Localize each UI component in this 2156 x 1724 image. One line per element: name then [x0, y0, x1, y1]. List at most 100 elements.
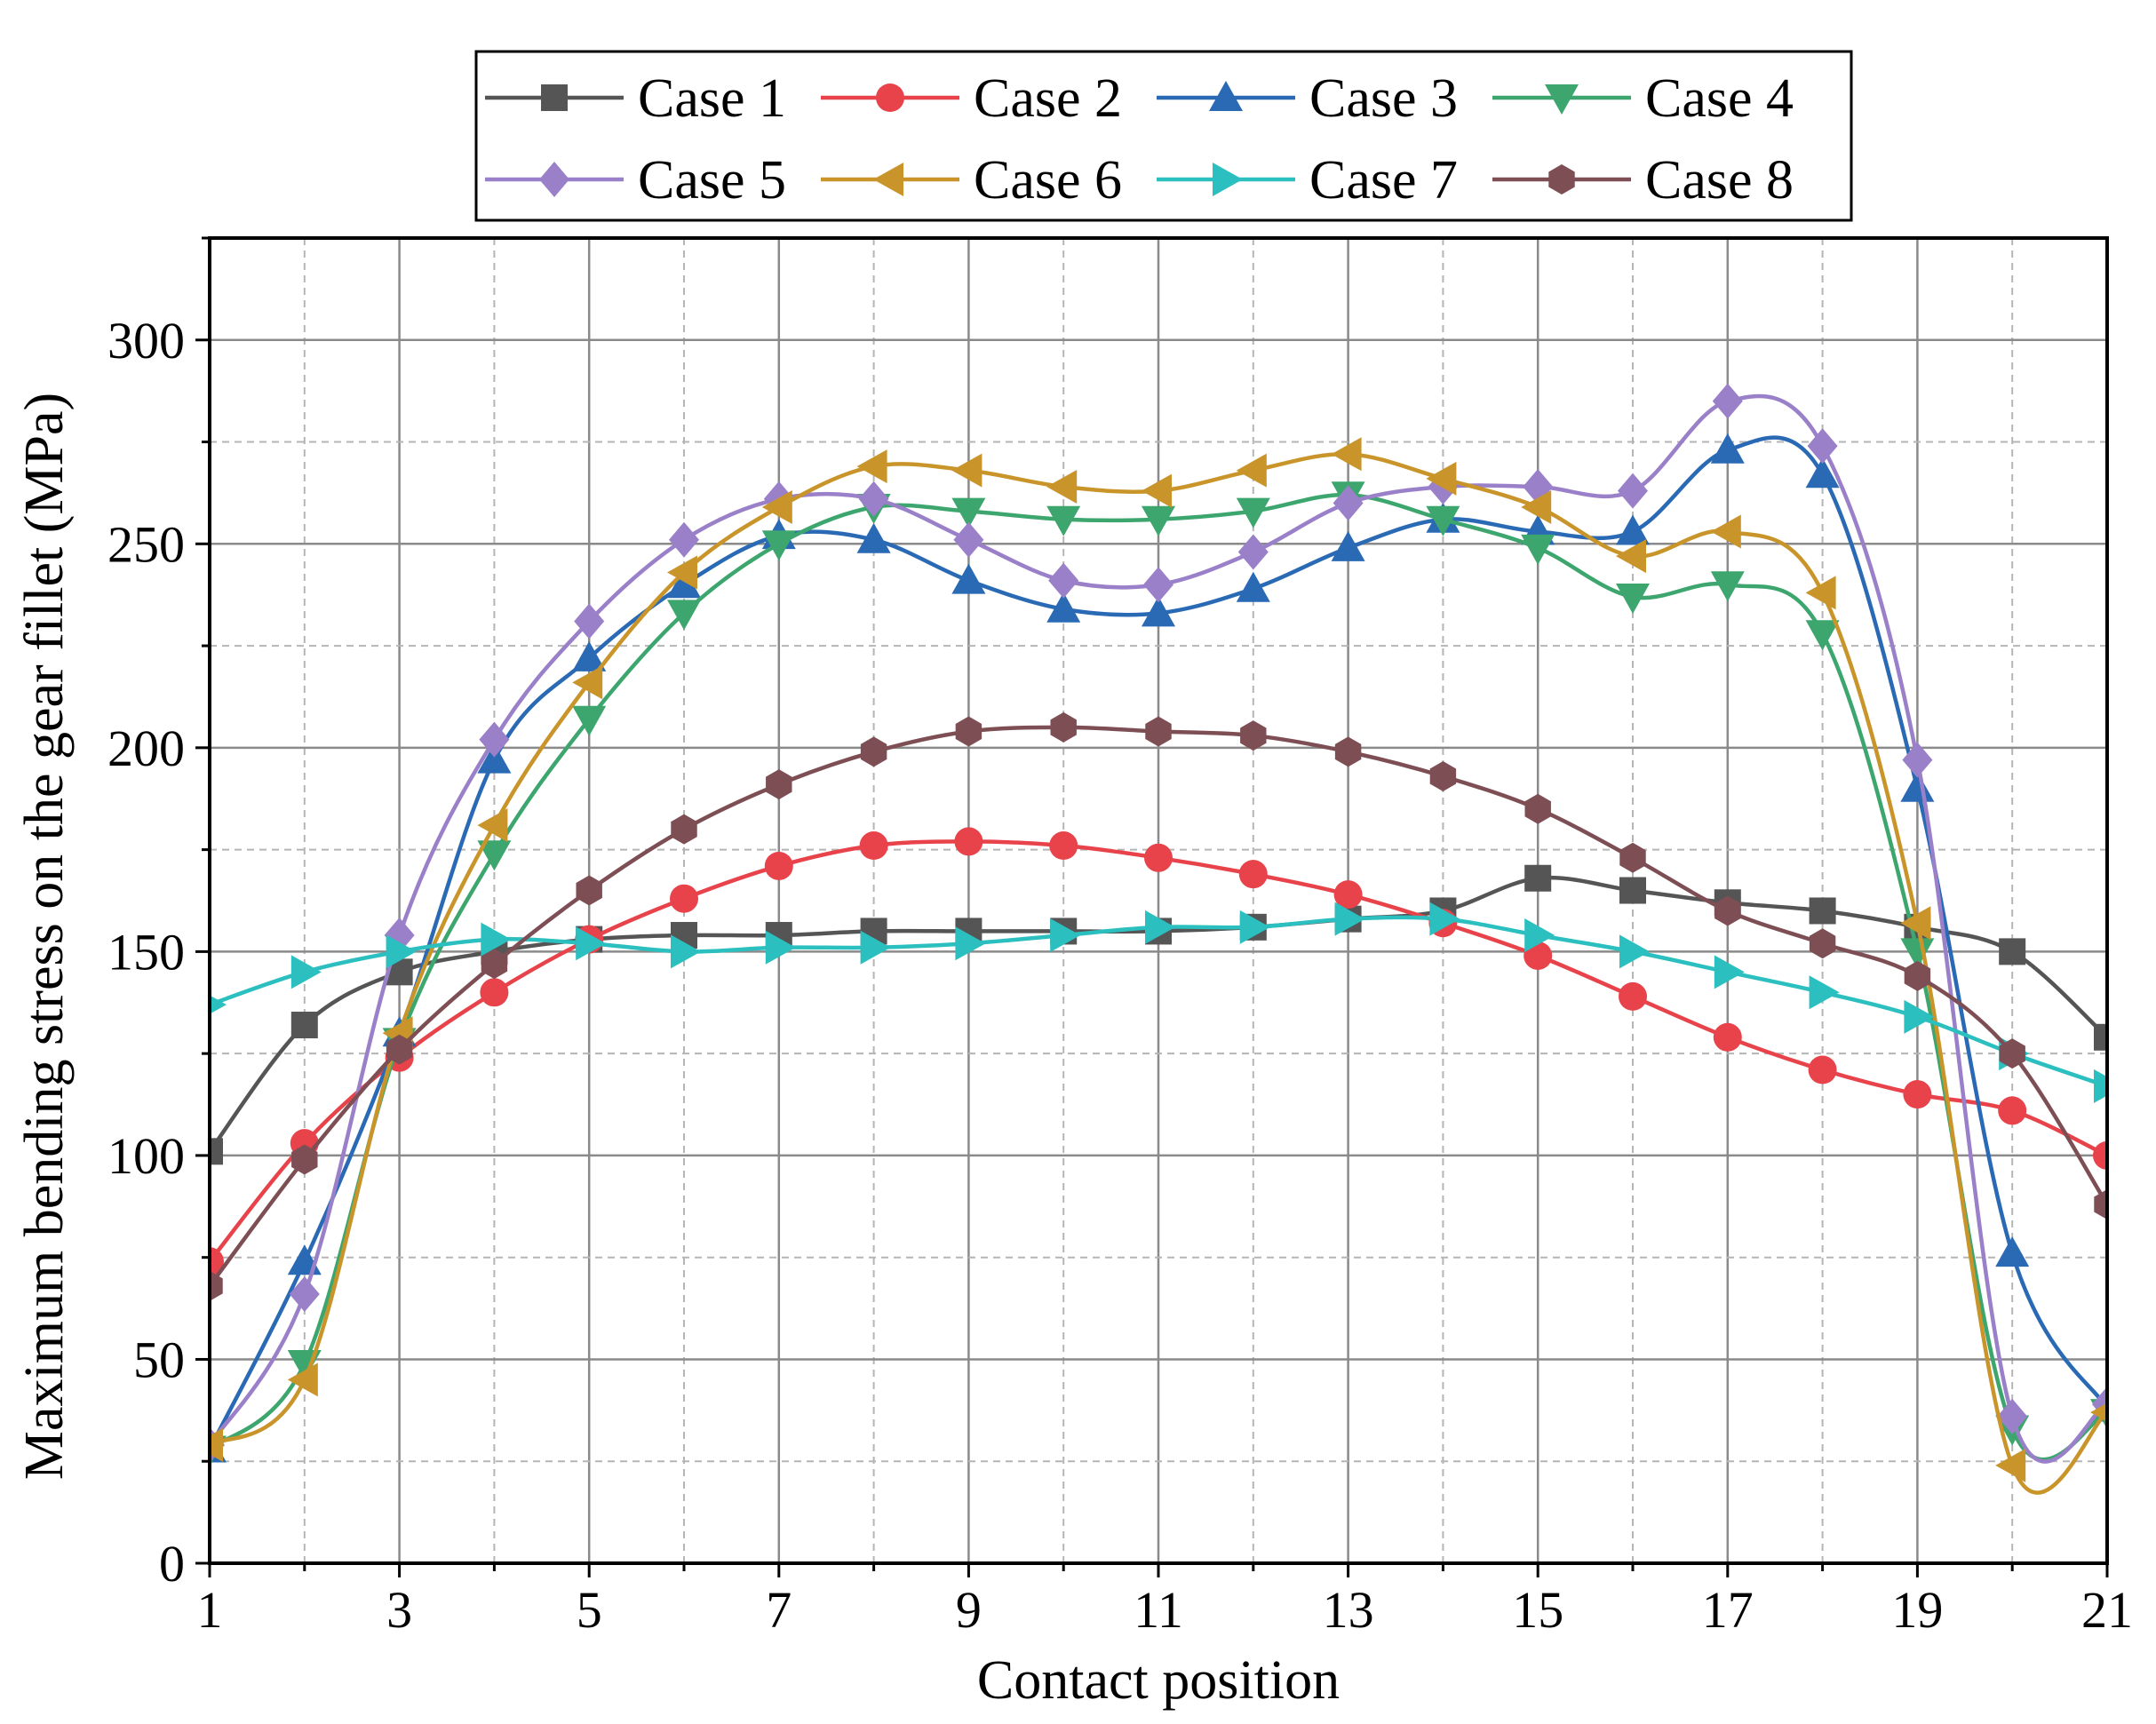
data-point-case-6	[1805, 576, 1836, 610]
data-point-case-3	[1616, 514, 1650, 545]
data-point-case-7	[671, 934, 701, 969]
data-point-case-3	[1900, 771, 1935, 802]
x-tick-label: 7	[766, 1581, 792, 1639]
data-point-case-6	[477, 808, 508, 843]
data-point-case-4	[951, 497, 986, 528]
data-point-case-4	[1900, 938, 1935, 969]
legend-marker	[1209, 81, 1243, 111]
data-point-case-2	[954, 827, 983, 856]
data-point-case-5	[1997, 1398, 2028, 1434]
x-tick-label: 9	[956, 1581, 982, 1639]
data-point-case-1	[210, 1138, 223, 1165]
data-point-case-5	[858, 481, 889, 517]
legend-label: Case 3	[1309, 68, 1458, 129]
series-case-6	[210, 437, 2107, 1495]
x-tick-label: 13	[1323, 1581, 1374, 1639]
data-point-case-6	[951, 453, 983, 488]
data-point-case-8	[1145, 716, 1172, 747]
x-tick-label: 21	[2081, 1581, 2133, 1639]
data-point-case-5	[1712, 383, 1743, 419]
data-point-case-5	[669, 521, 699, 558]
data-point-case-1	[1524, 864, 1552, 892]
data-point-case-2	[1713, 1022, 1742, 1052]
data-point-case-6	[1616, 539, 1646, 574]
data-point-case-8	[481, 949, 508, 980]
y-tick-label: 50	[133, 1331, 185, 1388]
data-point-case-7	[1429, 902, 1460, 936]
data-point-case-2	[670, 884, 698, 913]
data-point-case-2	[1903, 1080, 1932, 1109]
data-point-case-3	[1046, 592, 1081, 623]
data-point-case-7	[290, 955, 322, 989]
data-point-case-8	[671, 814, 697, 845]
data-point-case-7	[1239, 910, 1270, 944]
data-point-case-8	[1714, 895, 1741, 926]
x-tick-label: 1	[197, 1581, 223, 1639]
legend-marker	[1213, 163, 1243, 196]
data-point-case-4	[1710, 571, 1745, 602]
series-line-case-4	[210, 492, 2107, 1462]
data-point-case-7	[1050, 918, 1081, 953]
data-point-case-7	[2094, 1069, 2107, 1103]
data-point-case-5	[1237, 534, 1269, 570]
data-point-case-5	[1902, 742, 1933, 778]
legend-item-case-5: Case 5	[485, 150, 786, 211]
data-point-case-8	[1429, 760, 1457, 791]
data-point-case-2	[2093, 1140, 2107, 1170]
data-point-case-2	[1998, 1096, 2027, 1125]
legend-marker	[1548, 164, 1575, 195]
legend-item-case-1: Case 1	[485, 68, 786, 129]
data-point-case-3	[1236, 571, 1270, 602]
data-point-case-7	[1334, 902, 1365, 936]
data-point-case-8	[291, 1144, 318, 1175]
data-point-case-4	[1805, 620, 1840, 651]
data-point-case-8	[955, 716, 983, 747]
legend-label: Case 7	[1309, 150, 1458, 211]
y-tick-label: 100	[107, 1127, 185, 1185]
series-area	[210, 383, 2107, 1495]
data-point-case-4	[1142, 505, 1175, 536]
data-point-case-4	[667, 600, 701, 631]
data-point-case-3	[1995, 1236, 2030, 1267]
data-point-case-6	[1900, 906, 1931, 941]
data-point-case-5	[289, 1276, 320, 1313]
data-point-case-4	[1521, 534, 1555, 565]
data-point-case-8	[1999, 1038, 2025, 1069]
data-point-case-8	[860, 736, 887, 767]
data-point-case-8	[1050, 711, 1077, 743]
data-point-case-3	[572, 640, 607, 671]
data-point-case-8	[1809, 928, 1836, 959]
data-point-case-4	[572, 705, 607, 736]
data-point-case-5	[1807, 428, 1838, 465]
data-point-case-8	[210, 1270, 223, 1301]
data-point-case-1	[2094, 1023, 2107, 1051]
data-point-case-3	[856, 522, 891, 553]
data-point-case-4	[1426, 505, 1460, 536]
data-point-case-7	[1524, 918, 1555, 953]
data-point-case-6	[210, 1427, 223, 1462]
x-tick-label: 17	[1702, 1581, 1754, 1639]
data-point-case-7	[386, 934, 417, 969]
data-point-case-5	[1048, 562, 1079, 599]
data-point-case-5	[953, 521, 984, 558]
legend-item-case-3: Case 3	[1157, 68, 1458, 129]
data-point-case-8	[1524, 793, 1551, 824]
data-point-case-8	[766, 769, 792, 800]
data-point-case-3	[477, 743, 512, 774]
legend-item-case-4: Case 4	[1492, 68, 1794, 129]
legend-item-case-7: Case 7	[1157, 150, 1458, 211]
data-point-case-4	[1616, 583, 1650, 614]
legend-label: Case 2	[974, 68, 1122, 129]
series-case-8	[210, 711, 2107, 1301]
y-tick-label: 200	[107, 719, 185, 777]
x-tick-label: 3	[386, 1581, 412, 1639]
data-point-case-1	[1999, 938, 2026, 965]
data-point-case-4	[1236, 497, 1270, 528]
data-point-case-5	[574, 603, 605, 640]
y-tick-label: 250	[107, 515, 185, 573]
data-point-case-3	[1331, 530, 1365, 561]
data-point-case-1	[290, 1012, 318, 1039]
data-point-case-8	[1240, 720, 1267, 751]
data-point-case-6	[1331, 437, 1362, 472]
